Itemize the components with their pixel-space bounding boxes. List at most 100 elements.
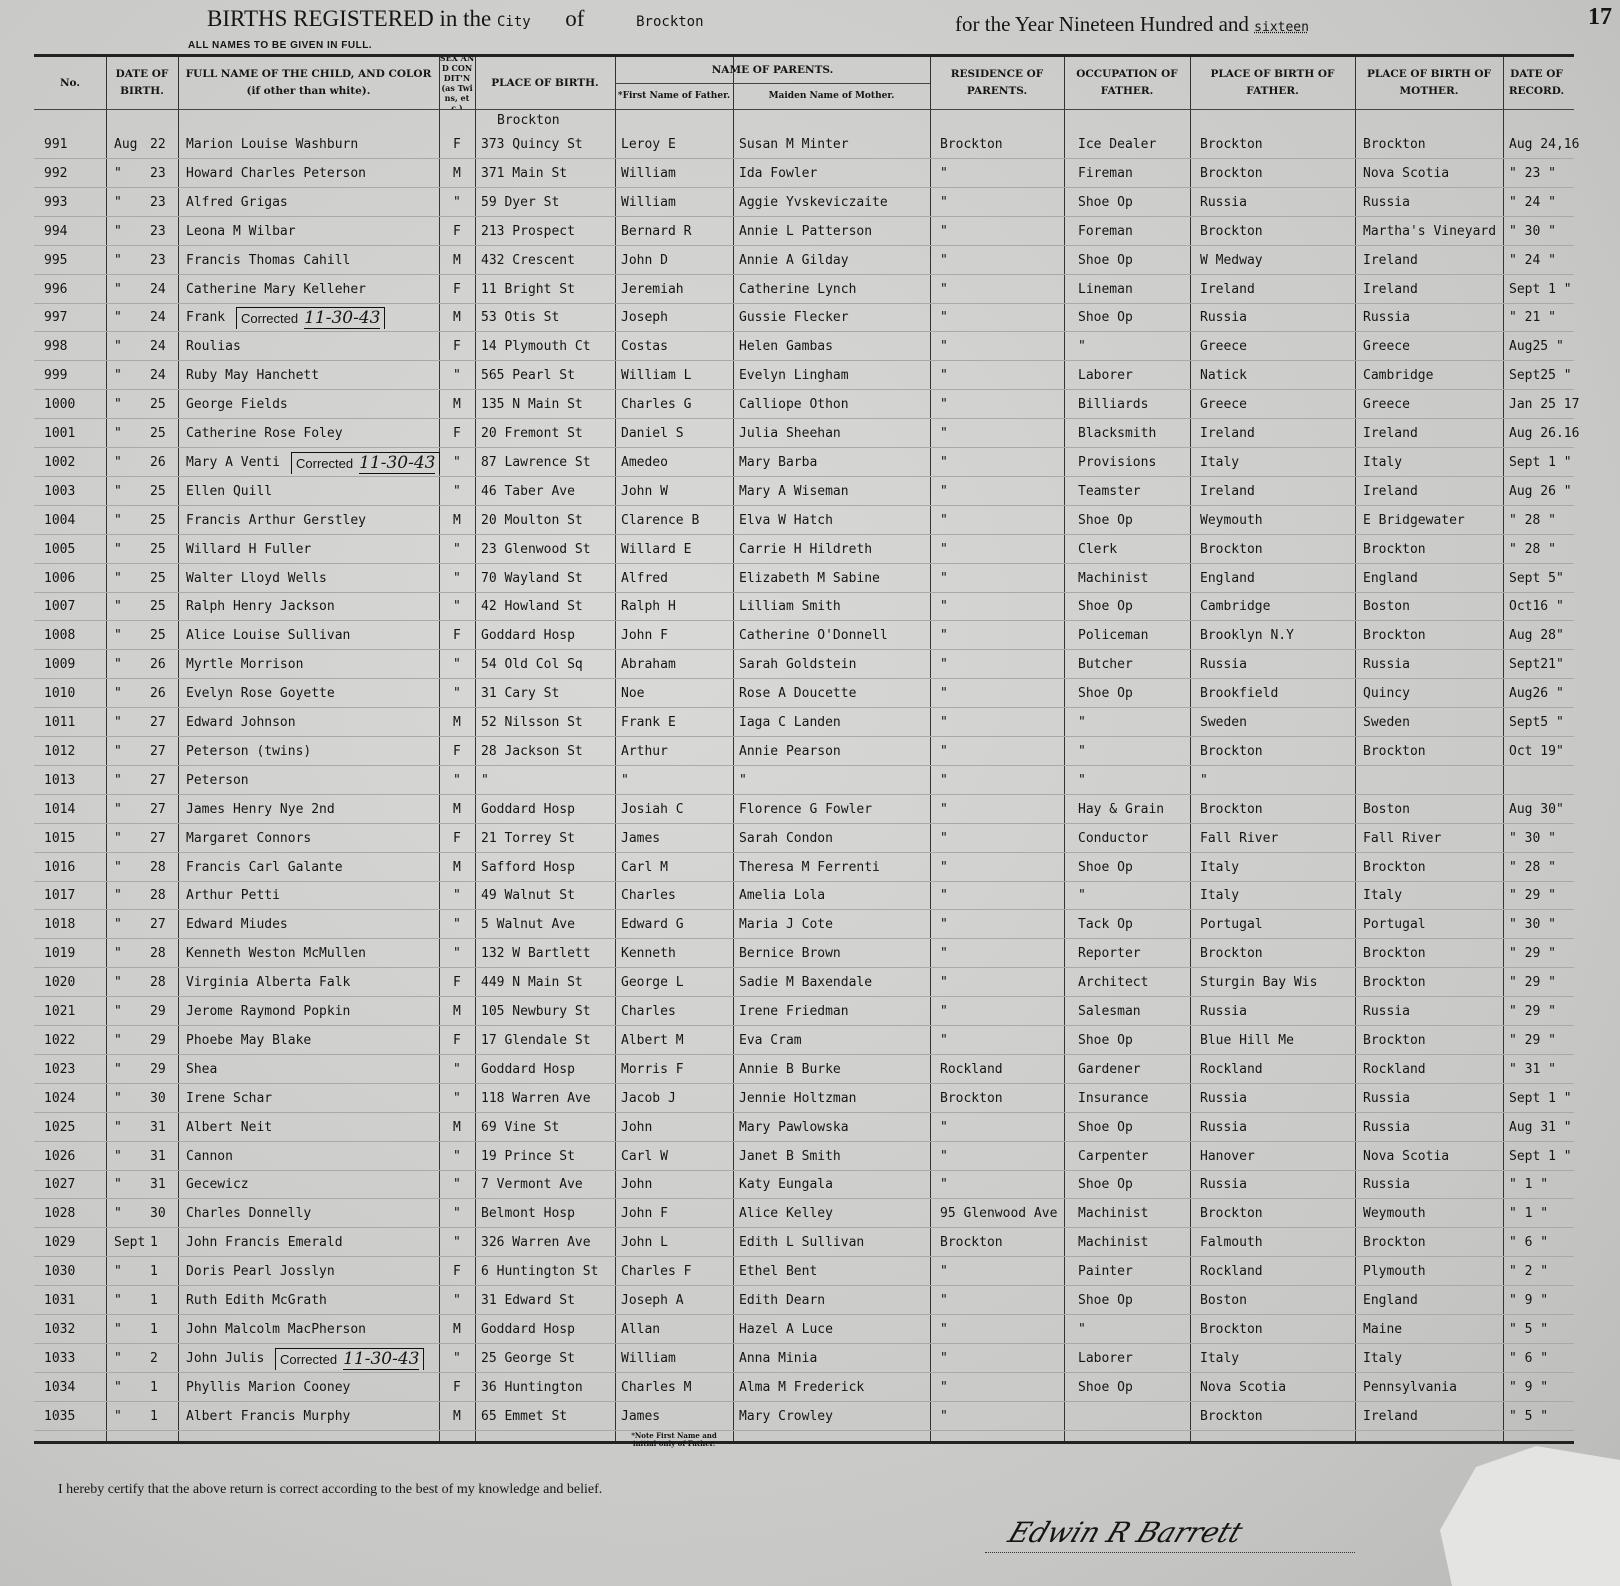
cell-residence: ": [940, 397, 948, 413]
cell-father-birthplace: Russia: [1200, 194, 1247, 210]
cell-father-birthplace: Italy: [1200, 454, 1240, 470]
cell-name: Francis Arthur Gerstley: [186, 512, 367, 528]
table-row: 997 " 24 Frank M 53 Otis St Joseph Gussie Fleck…: [34, 304, 1574, 333]
row-rule: [34, 1140, 1574, 1142]
cell-place: 132 W Bartlett: [481, 946, 591, 962]
date-day: 1: [150, 1293, 158, 1308]
cell-occupation: Shoe Op: [1078, 1293, 1133, 1308]
cell-father-birthplace: Nova Scotia: [1200, 1379, 1287, 1395]
row-rule: [34, 620, 1574, 622]
cell-father: Amedeo: [621, 454, 668, 470]
cell-father: Daniel S: [621, 426, 684, 441]
cell-mother: Katy Eungala: [739, 1177, 833, 1193]
table-row: 1017 " 28 Arthur Petti " 49 Walnut St Charles A…: [34, 882, 1574, 911]
cell-name: John Malcolm MacPherson: [186, 1321, 367, 1337]
cell-residence: ": [940, 1119, 948, 1135]
cell-sex: M: [453, 859, 461, 875]
cell-place: 11 Bright St: [481, 281, 575, 297]
date-day: 27: [150, 917, 166, 933]
cell-record-date: " 6 ": [1509, 1235, 1549, 1251]
row-rule: [34, 764, 1574, 766]
cell-residence: ": [940, 570, 948, 586]
date-month: ": [114, 917, 122, 933]
cell-place: ": [481, 772, 489, 788]
cell-residence: Rockland: [940, 1061, 1003, 1077]
cell-father: Willard E: [621, 541, 692, 557]
cell-occupation: Clerk: [1078, 541, 1118, 557]
cell-record-date: " 29 ": [1509, 1004, 1556, 1019]
cell-mother-birthplace: Greece: [1363, 339, 1410, 355]
number: 1003: [44, 483, 76, 499]
date-day: 25: [150, 570, 166, 586]
cell-father: William: [621, 194, 676, 210]
cell-father-birthplace: Hanover: [1200, 1148, 1255, 1164]
row-rule: [34, 389, 1574, 391]
table-row: 1018 " 27 Edward Miudes " 5 Walnut Ave Edward …: [34, 911, 1574, 940]
cell-name: Edward Johnson: [186, 715, 296, 730]
date-day: 26: [150, 454, 166, 470]
cell-record-date: " 23 ": [1509, 165, 1556, 181]
cell-place: 52 Nilsson St: [481, 715, 583, 730]
cell-record-date: " 5 ": [1509, 1321, 1549, 1337]
cell-sex: ": [453, 1148, 461, 1164]
cell-occupation: Shoe Op: [1078, 686, 1133, 702]
cell-father-birthplace: ": [1200, 772, 1208, 788]
row-rule: [34, 1053, 1574, 1055]
cell-occupation: Gardener: [1078, 1061, 1141, 1077]
cell-father: Abraham: [621, 657, 676, 673]
cell-father-birthplace: Brockton: [1200, 1321, 1263, 1337]
stamp-label: Corrected: [241, 311, 299, 327]
cell-record-date: Sept 1 ": [1509, 454, 1572, 470]
cell-name: Phyllis Marion Cooney: [186, 1379, 351, 1395]
cell-father: Arthur: [621, 743, 668, 759]
cell-father-birthplace: Russia: [1200, 1119, 1247, 1135]
cell-record-date: Sept21": [1509, 657, 1564, 673]
cell-name: Ruth Edith McGrath: [186, 1293, 327, 1308]
cell-name: Ruby May Hanchett: [186, 368, 320, 384]
cell-name: Marion Louise Washburn: [186, 137, 359, 152]
cell-mother-birthplace: Russia: [1363, 657, 1410, 673]
cell-place: Goddard Hosp: [481, 801, 575, 817]
cell-occupation: Machinist: [1078, 1235, 1149, 1251]
cell-residence: ": [940, 165, 948, 181]
cell-record-date: " 24 ": [1509, 252, 1556, 268]
cell-place: 135 N Main St: [481, 397, 583, 413]
table-row: 1009 " 26 Myrtle Morrison " 54 Old Col Sq Abra…: [34, 651, 1574, 680]
cell-mother-birthplace: Italy: [1363, 454, 1403, 470]
cell-father-birthplace: Portugal: [1200, 917, 1263, 933]
cell-father-birthplace: Italy: [1200, 888, 1240, 904]
cell-mother: Amelia Lola: [739, 888, 826, 904]
date-day: 26: [150, 657, 166, 673]
cell-mother: Helen Gambas: [739, 339, 833, 355]
cell-occupation: Shoe Op: [1078, 599, 1133, 615]
cell-occupation: Carpenter: [1078, 1148, 1149, 1164]
cell-father-birthplace: Greece: [1200, 339, 1247, 355]
cell-record-date: " 29 ": [1509, 888, 1556, 904]
registrar-signature: Edwin R Barrett: [1003, 1516, 1248, 1549]
cell-mother: Jennie Holtzman: [739, 1090, 857, 1106]
cell-sex: F: [453, 1032, 461, 1048]
cell-mother-birthplace: Russia: [1363, 1090, 1410, 1106]
date-month: ": [114, 801, 122, 817]
cell-mother: Annie Pearson: [739, 743, 841, 759]
column-header-residence: RESIDENCE OF PARENTS.: [950, 68, 1044, 97]
cell-record-date: " 9 ": [1509, 1379, 1549, 1395]
cell-occupation: Fireman: [1078, 165, 1133, 181]
date-month: ": [114, 1032, 122, 1048]
cell-name: Evelyn Rose Goyette: [186, 686, 335, 702]
date-month: ": [114, 512, 122, 528]
cell-record-date: Jan 25 17: [1509, 397, 1580, 413]
cell-residence: ": [940, 917, 948, 933]
row-rule: [34, 938, 1574, 940]
cell-father: John L: [621, 1235, 668, 1251]
year-value: sixteen: [1254, 20, 1309, 35]
date-month: ": [114, 1379, 122, 1395]
table-row: 1030 " 1 Doris Pearl Josslyn F 6 Huntington S…: [34, 1258, 1574, 1287]
row-rule: [34, 649, 1574, 651]
date-day: 1: [150, 1321, 158, 1337]
cell-record-date: Sept 1 ": [1509, 1148, 1572, 1164]
cell-record-date: " 30 ": [1509, 917, 1556, 933]
date-month: ": [114, 368, 122, 384]
cell-father-birthplace: Greece: [1200, 397, 1247, 413]
date-day: 23: [150, 252, 166, 268]
